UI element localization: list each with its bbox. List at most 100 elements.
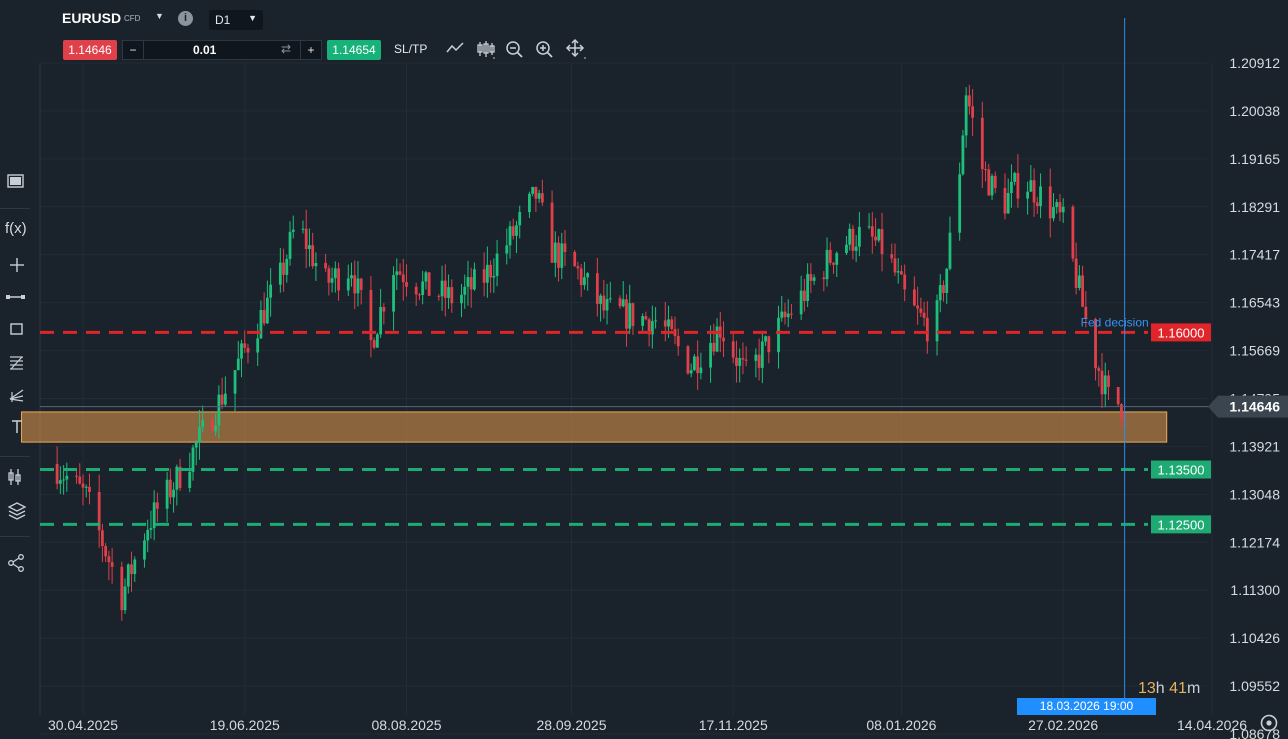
candle-body (65, 475, 69, 480)
panel-icon[interactable] (3, 170, 29, 193)
countdown-hours: 13 (1138, 680, 1156, 697)
candle-body (557, 242, 560, 268)
candle-body (696, 356, 700, 374)
candle-body (104, 546, 108, 557)
symbol-type-badge: CFD (124, 14, 141, 23)
candle-body (608, 298, 612, 300)
candle-body (198, 427, 201, 443)
candle-body (867, 226, 871, 228)
price-tick-label: 1.19165 (1229, 151, 1280, 167)
candle-body (980, 117, 984, 170)
candle-body (715, 326, 719, 352)
candle-body (55, 464, 59, 484)
candle-body (418, 294, 421, 296)
date-tick-label: 30.04.2025 (48, 717, 118, 733)
candle-body (346, 278, 350, 291)
candle-body (97, 491, 101, 531)
indicators-icon[interactable]: f(x) (5, 220, 27, 237)
settings-icon[interactable] (1258, 712, 1280, 734)
candle-body (1052, 207, 1055, 219)
rectangle-icon[interactable] (3, 318, 27, 340)
candle-body (828, 249, 832, 263)
timeframe-select[interactable]: D1 ▼ (209, 10, 263, 30)
candle-body (971, 106, 975, 118)
symbol-name[interactable]: EURUSD (62, 10, 122, 26)
quantity-stepper[interactable]: − 0.01 ⇄ + (122, 40, 322, 60)
support-zone[interactable] (21, 411, 1168, 443)
candle-body (922, 312, 926, 318)
candle-body (790, 313, 793, 315)
candles-icon[interactable] (476, 38, 496, 60)
candle-body (405, 282, 408, 287)
candle-body (553, 242, 557, 263)
candle-body (372, 340, 376, 348)
candle-body (84, 486, 88, 488)
candle-body (993, 175, 997, 188)
candle-body (375, 334, 379, 348)
candle-body (437, 295, 441, 297)
candle-body (120, 566, 124, 611)
date-tick-label: 17.11.2025 (699, 717, 768, 733)
decrease-quantity-button[interactable]: − (123, 41, 144, 59)
price-levels[interactable]: 1.16000 1.13500 1.12500 (40, 323, 1211, 534)
price-tick-label: 1.20912 (1229, 55, 1280, 71)
increase-quantity-button[interactable]: + (300, 41, 321, 59)
zoom-in-icon[interactable] (535, 38, 555, 60)
candle-body (1107, 375, 1110, 387)
pitchfork-icon[interactable] (3, 384, 27, 406)
quantity-input[interactable]: 0.01 (193, 43, 217, 57)
candle-body (1032, 180, 1036, 203)
text-icon[interactable] (3, 416, 27, 438)
candle-body (621, 299, 625, 307)
candle-body (812, 277, 816, 281)
fibonacci-icon[interactable] (3, 352, 27, 374)
level-price-text: 1.12500 (1158, 517, 1205, 532)
candle-body (964, 95, 968, 136)
candle-body (246, 347, 250, 353)
candle-body (845, 244, 848, 254)
candle-body (110, 562, 114, 567)
info-icon[interactable]: i (178, 11, 193, 26)
candle-body (152, 502, 156, 529)
candle-body (605, 299, 609, 311)
candle-body (168, 479, 172, 498)
top-toolbar: EURUSD CFD ▼ i D1 ▼ 1.14646 − 0.01 ⇄ + 1.… (0, 0, 1288, 64)
candle-body (81, 483, 85, 488)
candle-body (663, 320, 667, 327)
candle-body (1077, 275, 1081, 288)
layers-icon[interactable] (3, 500, 27, 522)
sltp-button[interactable]: SL/TP (394, 42, 428, 56)
candle-body (1010, 181, 1013, 194)
price-tick-label: 1.15669 (1229, 343, 1280, 359)
time-axis[interactable]: 30.04.2025 19.06.2025 08.08.2025 28.09.2025… (48, 717, 1247, 733)
fed-decision-label[interactable]: Fed decision (1081, 315, 1149, 329)
candle-body (450, 287, 454, 304)
candle-body (948, 232, 952, 269)
candle-body (877, 229, 881, 241)
share-icon[interactable] (3, 552, 27, 574)
candle-body (278, 262, 282, 285)
candle-body (625, 299, 628, 329)
candle-body (265, 297, 269, 324)
candle-body (466, 277, 470, 287)
move-icon[interactable] (565, 38, 586, 60)
zoom-out-icon[interactable] (505, 38, 525, 60)
candle-body (735, 357, 738, 366)
candle-body (107, 556, 111, 563)
line-chart-icon[interactable] (445, 38, 465, 60)
symbol-dropdown-icon[interactable]: ▼ (155, 11, 164, 21)
candle-body (156, 502, 159, 509)
crosshair-icon[interactable] (3, 254, 27, 276)
candle-body (912, 289, 916, 306)
sell-button[interactable]: 1.14646 (63, 40, 117, 60)
buy-button[interactable]: 1.14654 (327, 40, 381, 60)
candle-body (191, 447, 195, 472)
candle-body (123, 586, 127, 611)
candle-body (896, 271, 900, 273)
candle-body (754, 354, 758, 361)
swap-icon[interactable]: ⇄ (280, 42, 291, 56)
indicator-settings-icon[interactable] (3, 466, 27, 488)
segment-icon[interactable] (3, 286, 27, 308)
chevron-down-icon: ▼ (248, 13, 257, 23)
